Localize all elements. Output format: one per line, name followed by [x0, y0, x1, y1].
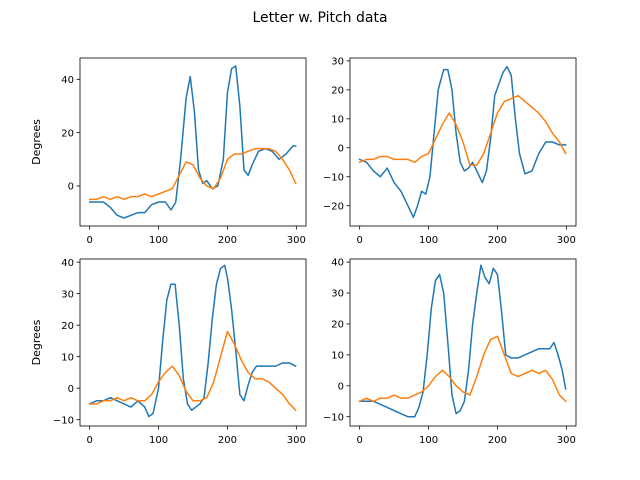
subplot-top-left: 0 100 200 300 0 20 40 Degrees	[30, 57, 307, 246]
x-tick-label: 0	[356, 435, 362, 446]
axes-frame	[79, 57, 307, 227]
axes-frame	[79, 258, 307, 427]
subplot-bottom-right: 0 100 200 300 −10 0 10 20 30 40	[323, 258, 577, 446]
series-line-1	[88, 264, 297, 418]
figure-title: Letter w. Pitch data	[252, 10, 387, 26]
y-tick-label: 30	[331, 289, 344, 300]
y-tick-label: 0	[68, 182, 74, 193]
x-tick-label: 200	[218, 435, 237, 446]
y-tick-label: 30	[331, 56, 344, 67]
axes-frame	[349, 258, 577, 427]
series-line-2	[358, 94, 567, 166]
series-line-1	[358, 264, 567, 418]
axes-frame	[349, 57, 577, 227]
y-tick-label: 0	[68, 384, 74, 395]
series-line-2	[358, 335, 567, 403]
y-tick-label: 40	[331, 258, 344, 269]
x-tick-label: 0	[86, 235, 92, 246]
x-tick-label: 300	[557, 435, 576, 446]
x-tick-label: 0	[86, 435, 92, 446]
series-group	[358, 65, 567, 219]
x-tick-label: 300	[557, 235, 576, 246]
y-tick-label: −10	[53, 415, 74, 426]
x-tick-label: 200	[488, 235, 507, 246]
subplot-bottom-left: 0 100 200 300 −10 0 10 20 30 40 Degrees	[30, 258, 307, 446]
series-line-2	[88, 147, 297, 201]
y-tick-label: 20	[331, 320, 344, 331]
x-tick-label: 300	[287, 235, 306, 246]
series-line-1	[358, 65, 567, 219]
y-tick-label: −10	[323, 412, 344, 423]
y-tick-label: −10	[323, 172, 344, 183]
y-tick-label: 10	[331, 350, 344, 361]
series-line-2	[88, 330, 297, 412]
x-tick-label: 100	[419, 435, 438, 446]
y-tick-label: 40	[61, 258, 74, 269]
series-group	[358, 264, 567, 418]
series-group	[88, 65, 297, 219]
y-tick-label: 20	[61, 128, 74, 139]
y-tick-label: −20	[323, 201, 344, 212]
series-line-1	[88, 65, 297, 219]
y-tick-label: 0	[338, 143, 344, 154]
y-tick-label: 30	[61, 289, 74, 300]
y-axis-label: Degrees	[30, 319, 43, 365]
x-tick-label: 100	[149, 235, 168, 246]
x-tick-label: 0	[356, 235, 362, 246]
x-tick-label: 100	[419, 235, 438, 246]
subplot-top-right: 0 100 200 300 −20 −10 0 10 20 30	[323, 56, 577, 246]
x-tick-label: 200	[488, 435, 507, 446]
y-tick-label: 0	[338, 381, 344, 392]
y-tick-label: 10	[331, 114, 344, 125]
y-tick-label: 20	[61, 321, 74, 332]
y-tick-label: 10	[61, 352, 74, 363]
series-group	[88, 264, 297, 418]
y-tick-label: 40	[61, 75, 74, 86]
x-tick-label: 300	[287, 435, 306, 446]
x-tick-label: 100	[149, 435, 168, 446]
y-tick-label: 20	[331, 85, 344, 96]
x-tick-label: 200	[218, 235, 237, 246]
y-axis-label: Degrees	[30, 119, 43, 165]
